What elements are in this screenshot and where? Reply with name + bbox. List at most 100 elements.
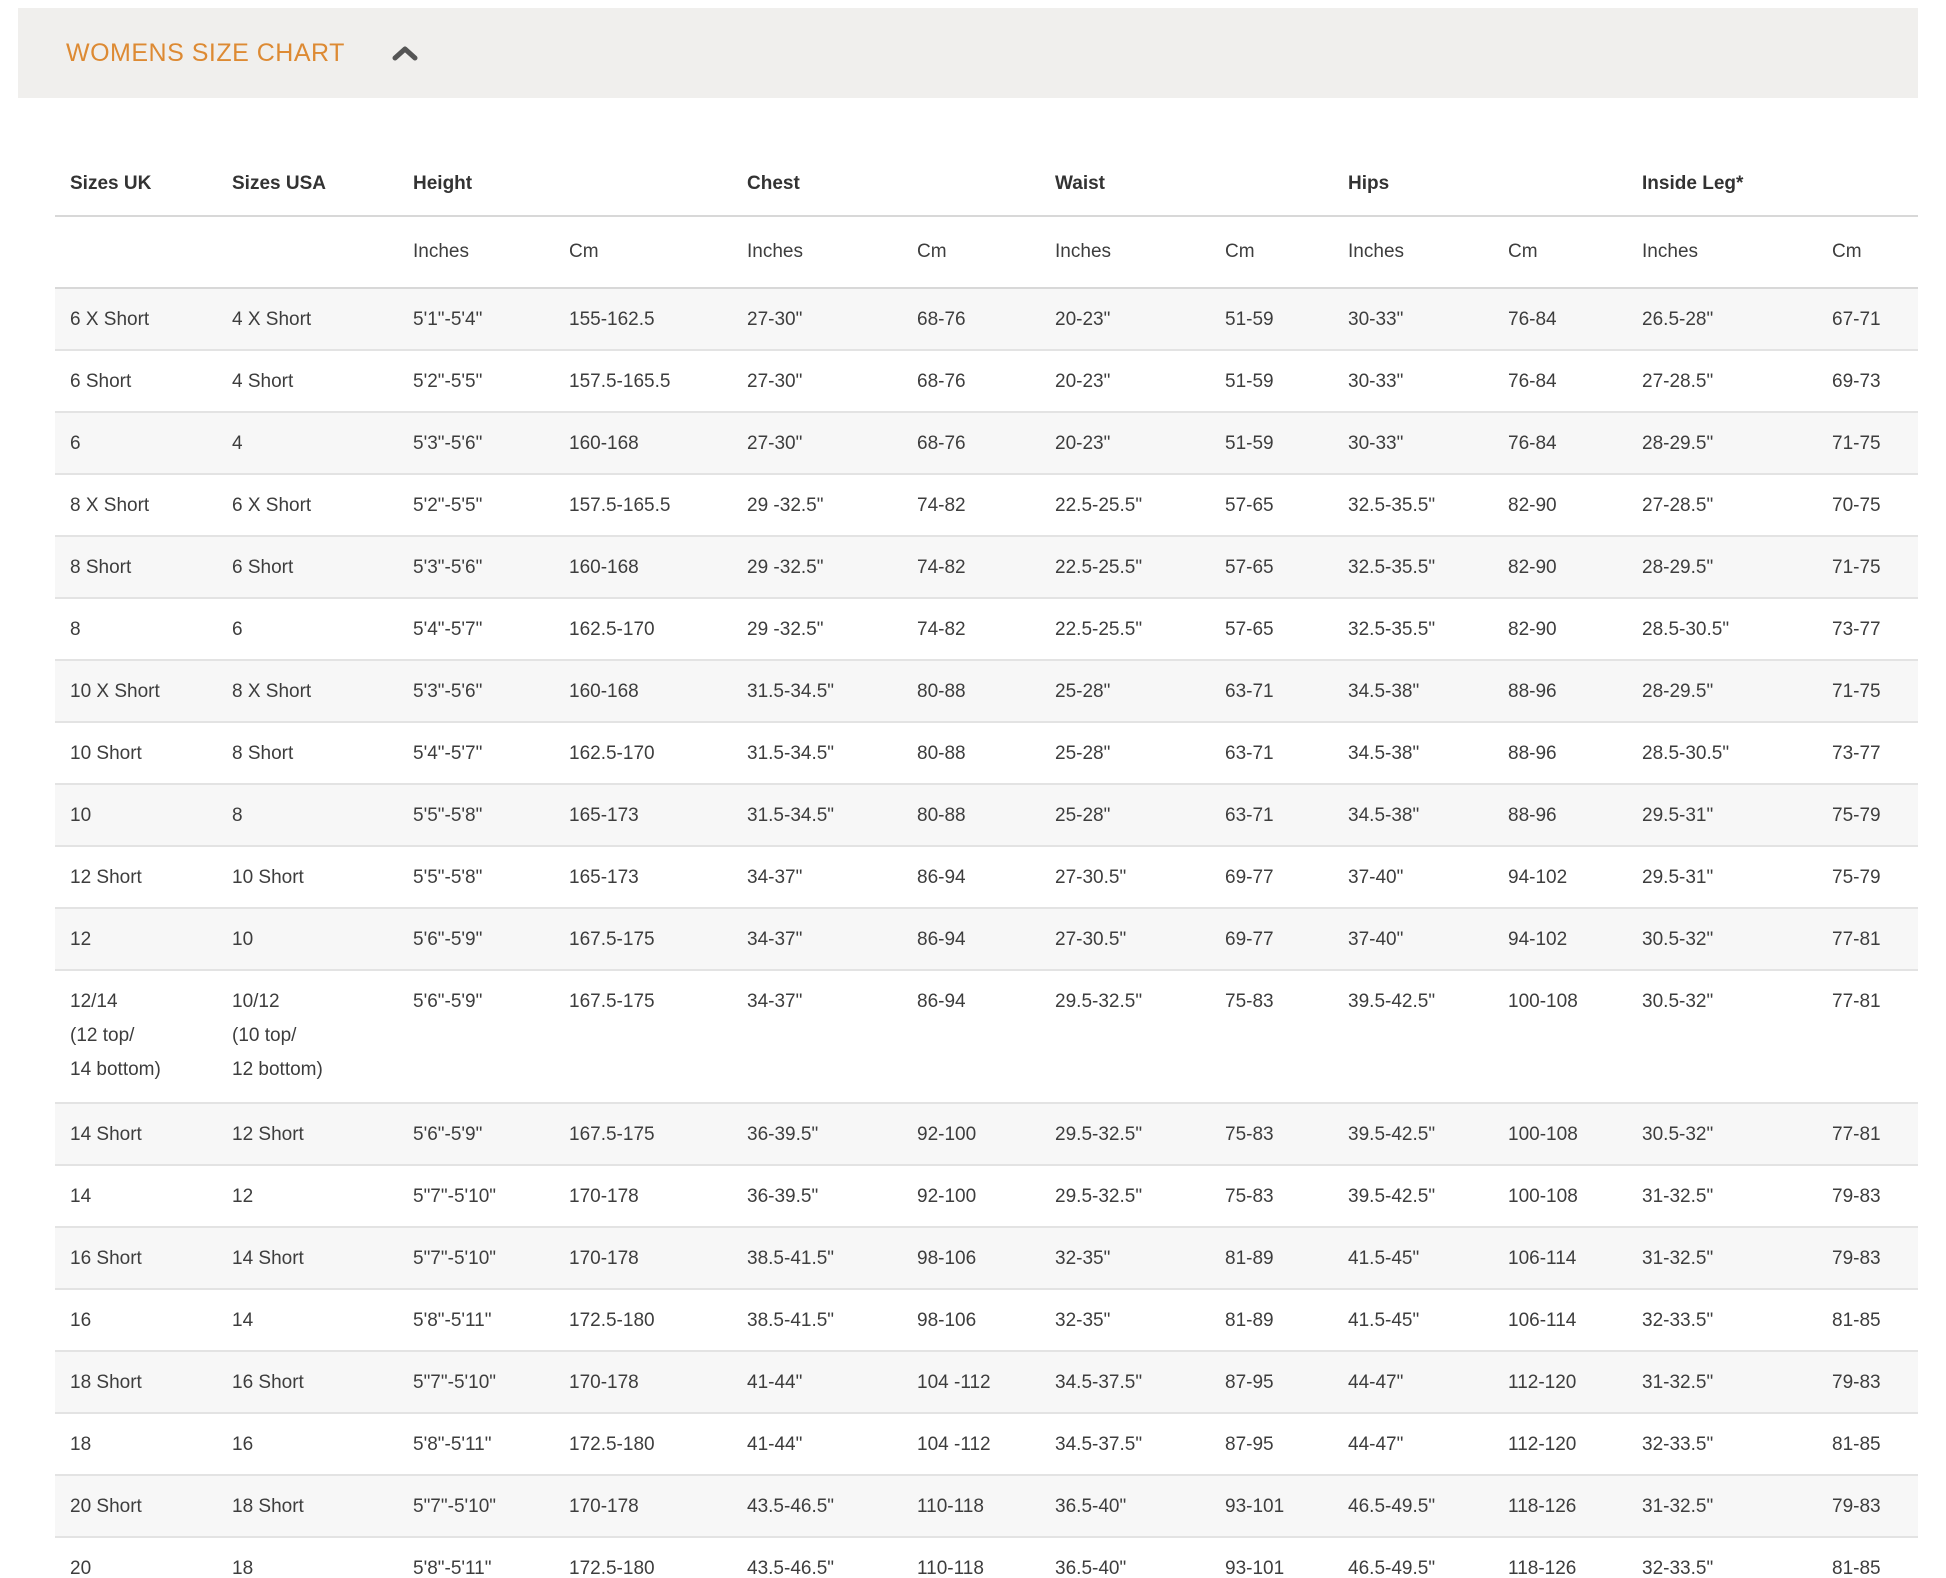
cell: 18 — [70, 1433, 92, 1455]
cell: 37-40" — [1348, 928, 1404, 950]
cell: 68-76 — [917, 370, 966, 392]
cell: 10 Short — [70, 742, 142, 764]
cell: 8 X Short — [232, 680, 312, 702]
cell: 98-106 — [917, 1247, 977, 1269]
cell: 79-83 — [1832, 1185, 1881, 1207]
cell: 32-35" — [1055, 1309, 1111, 1331]
cell: 31-32.5" — [1642, 1495, 1714, 1517]
cell: 20 Short — [70, 1495, 142, 1517]
cell: 31.5-34.5" — [747, 804, 835, 826]
cell: 87-95 — [1225, 1433, 1274, 1455]
cell: 27-28.5" — [1642, 494, 1714, 516]
cell: 162.5-170 — [569, 742, 655, 764]
cell: 44-47" — [1348, 1433, 1404, 1455]
cell: 41-44" — [747, 1371, 803, 1393]
cell: 77-81 — [1832, 928, 1881, 950]
cell: 30.5-32" — [1642, 991, 1714, 1012]
cell: 71-75 — [1832, 432, 1881, 454]
cell: 5'8"-5'11" — [413, 1433, 492, 1455]
cell: 63-71 — [1225, 680, 1274, 702]
cell: 36.5-40" — [1055, 1557, 1127, 1578]
cell: 12 Short — [232, 1123, 304, 1145]
cell: 68-76 — [917, 432, 966, 454]
cell: 27-30.5" — [1055, 928, 1127, 950]
cell: 8 Short — [70, 556, 132, 578]
cell: 8 X Short — [70, 494, 150, 516]
cell: 118-126 — [1508, 1495, 1577, 1517]
size-chart-panel-toggle[interactable]: WOMENS SIZE CHART — [18, 8, 1918, 98]
cell: 170-178 — [569, 1371, 639, 1393]
cell: 82-90 — [1508, 556, 1557, 578]
table-row: 6 Short 4 Short 5'2"-5'5" 157.5-165.5 27-30"… — [55, 350, 1919, 412]
cell: 165-173 — [569, 804, 639, 826]
cell: 27-30" — [747, 432, 803, 454]
cell: 80-88 — [917, 680, 966, 702]
cell: 38.5-41.5" — [747, 1309, 835, 1331]
cell: 5'3"-5'6" — [413, 556, 483, 578]
cell: 12 — [70, 928, 92, 950]
cell: 5'3"-5'6" — [413, 680, 483, 702]
cell: 82-90 — [1508, 494, 1557, 516]
cell: 88-96 — [1508, 680, 1557, 702]
cell: 34.5-38" — [1348, 804, 1420, 826]
cell: 22.5-25.5" — [1055, 494, 1143, 516]
cell: 160-168 — [569, 432, 639, 454]
cell: 32-33.5" — [1642, 1557, 1714, 1578]
cell: 5'8"-5'11" — [413, 1557, 492, 1578]
cell: 88-96 — [1508, 804, 1557, 826]
cell: 86-94 — [917, 866, 966, 888]
cell: 110-118 — [917, 1557, 984, 1578]
cell: 57-65 — [1225, 556, 1274, 578]
cell: 32.5-35.5" — [1348, 494, 1436, 516]
cell: 81-85 — [1832, 1557, 1881, 1578]
cell: 30-33" — [1348, 370, 1404, 392]
cell: 18 Short — [70, 1371, 142, 1393]
cell: 104 -112 — [917, 1433, 991, 1455]
cell: 5'6"-5'9" — [413, 991, 483, 1012]
cell: 12 — [232, 1185, 254, 1207]
cell: 22.5-25.5" — [1055, 618, 1143, 640]
cell: 5'8"-5'11" — [413, 1309, 492, 1331]
table-head: Sizes UK Sizes USA Height Chest Waist Hips Ins… — [55, 148, 1919, 288]
cell: 172.5-180 — [569, 1557, 655, 1578]
cell: 92-100 — [917, 1185, 977, 1207]
cell: 26.5-28" — [1642, 308, 1714, 330]
cell: 81-89 — [1225, 1247, 1274, 1269]
cell: 79-83 — [1832, 1495, 1881, 1517]
cell: 6 — [232, 618, 243, 640]
cell: 94-102 — [1508, 928, 1568, 950]
cell: 20-23" — [1055, 432, 1111, 454]
cell: 14 Short — [232, 1247, 304, 1269]
cell: 74-82 — [917, 618, 966, 640]
cell: 79-83 — [1832, 1371, 1881, 1393]
cell: 76-84 — [1508, 370, 1557, 392]
cell: 25-28" — [1055, 680, 1111, 702]
column-header: Waist — [1055, 172, 1105, 194]
cell: 29.5-32.5" — [1055, 1123, 1143, 1145]
cell: 30-33" — [1348, 308, 1404, 330]
cell: 100-108 — [1508, 1185, 1578, 1207]
cell: 157.5-165.5 — [569, 494, 671, 516]
column-header: Height — [413, 172, 473, 194]
cell: 6 — [70, 432, 81, 454]
cell: 28-29.5" — [1642, 556, 1714, 578]
cell: 43.5-46.5" — [747, 1495, 835, 1517]
table-row: 10 Short 8 Short 5'4"-5'7" 162.5-170 31.5-34… — [55, 722, 1919, 784]
cell: 106-114 — [1508, 1309, 1577, 1331]
cell: 76-84 — [1508, 308, 1557, 330]
cell: 30.5-32" — [1642, 1123, 1714, 1145]
chevron-up-icon[interactable] — [391, 45, 419, 62]
cell: 34.5-37.5" — [1055, 1433, 1143, 1455]
header-group-row: Sizes UK Sizes USA Height Chest Waist Hips Ins… — [55, 148, 1919, 216]
cell: 92-100 — [917, 1123, 977, 1145]
cell: 5'2"-5'5" — [413, 370, 483, 392]
cell: 22.5-25.5" — [1055, 556, 1143, 578]
cell: 28.5-30.5" — [1642, 618, 1730, 640]
cell: 51-59 — [1225, 308, 1274, 330]
table-row: 8 6 5'4"-5'7" 162.5-170 29 -32.5" 74-82 22.5-2… — [55, 598, 1919, 660]
cell: 110-118 — [917, 1495, 984, 1517]
cell: 14 Short — [70, 1123, 142, 1145]
cell: 77-81 — [1832, 991, 1881, 1012]
cell: 8 — [70, 618, 81, 640]
